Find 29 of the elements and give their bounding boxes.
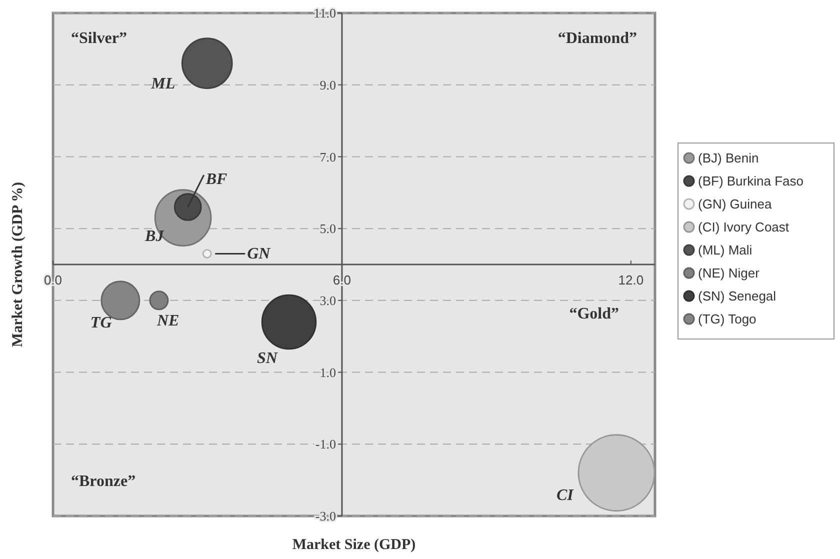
annotation: SN: [256, 350, 279, 367]
legend-label: (BF) Burkina Faso: [698, 174, 804, 189]
annotation: BJ: [144, 228, 165, 245]
legend-label: (BJ) Benin: [698, 150, 759, 166]
y-tick-label: 3.0: [320, 292, 336, 308]
legend-label: (NE) Niger: [698, 266, 760, 281]
legend-label: (CI) Ivory Coast: [698, 220, 790, 235]
y-tick-label: 1.0: [320, 364, 336, 380]
annotation: TG: [90, 314, 112, 332]
legend-label: (ML) Mali: [698, 242, 752, 258]
legend-label: (SN) Senegal: [698, 288, 776, 304]
annotation: GN: [247, 246, 272, 263]
x-axis-title: Market Size (GDP): [292, 537, 416, 553]
annotation: “Gold”: [569, 306, 619, 322]
annotation: “Silver”: [71, 30, 127, 47]
annotation: BF: [204, 171, 228, 188]
y-tick-label: 5.0: [320, 221, 336, 236]
y-tick-label: 9.0: [320, 77, 336, 92]
annotation: CI: [556, 486, 574, 504]
x-tick-label: 12.0: [618, 272, 644, 288]
y-tick-label: 7.0: [320, 149, 336, 164]
y-axis-title: Market Growth (GDP %): [10, 182, 26, 348]
annotation: “Diamond”: [558, 30, 637, 47]
y-tick-label: -1.0: [315, 436, 336, 452]
annotation: NE: [156, 312, 180, 330]
annotation: “Bronze”: [71, 473, 136, 490]
annotation: ML: [150, 75, 176, 92]
legend-label: (GN) Guinea: [698, 196, 772, 212]
legend-label: (TG) Togo: [698, 312, 756, 327]
